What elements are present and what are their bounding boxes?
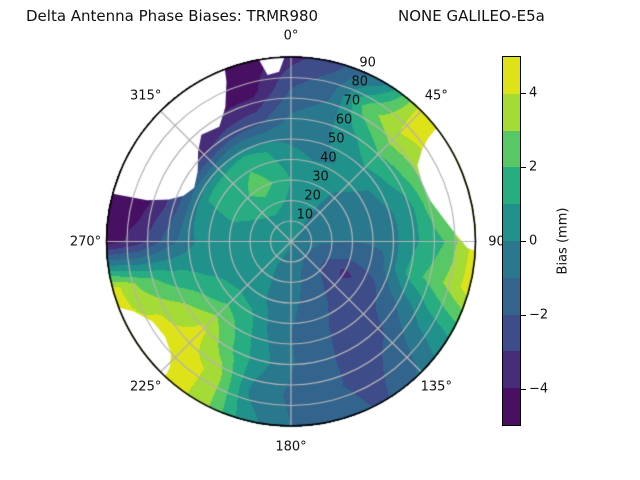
radial-tick-label-90: 90 [359, 55, 376, 71]
plot-title-station: Delta Antenna Phase Biases: TRMR980 [26, 7, 319, 25]
colorbar-tick-label: −2 [529, 307, 549, 323]
colorbar-tick-mark [521, 315, 526, 316]
plot-title-signal: NONE GALILEO-E5a [398, 7, 545, 25]
colorbar-tick-mark [521, 389, 526, 390]
azimuth-label-270: 270° [69, 234, 102, 249]
colorbar-band [503, 277, 520, 315]
radial-tick-label-10: 10 [296, 207, 314, 223]
colorbar-band [503, 240, 520, 278]
azimuth-label-225: 225° [130, 379, 162, 395]
colorbar [502, 56, 521, 426]
colorbar-band [503, 130, 520, 168]
colorbar-band [503, 57, 520, 94]
colorbar-band [503, 388, 520, 425]
azimuth-label-315: 315° [130, 88, 162, 104]
radial-tick-label-80: 80 [351, 74, 369, 90]
colorbar-tick-mark [521, 167, 526, 168]
colorbar-axis-label: Bias (mm) [555, 207, 571, 275]
azimuth-label-0: 0° [283, 28, 299, 44]
azimuth-label-45: 45° [424, 88, 448, 104]
azimuth-label-90: 90 [488, 234, 505, 249]
radial-tick-label-50: 50 [327, 131, 345, 147]
radial-tick-label-30: 30 [312, 169, 329, 185]
radial-tick-label-70: 70 [343, 93, 361, 109]
colorbar-band [503, 314, 520, 352]
radial-tick-label-20: 20 [304, 188, 321, 204]
azimuth-label-180: 180° [275, 439, 307, 455]
colorbar-tick-label: 0 [529, 233, 538, 249]
radial-tick-label-40: 40 [320, 150, 337, 166]
colorbar-tick-label: 4 [529, 85, 538, 101]
colorbar-band [503, 351, 520, 389]
colorbar-band [503, 204, 520, 241]
azimuth-label-135: 135° [420, 379, 452, 395]
colorbar-band [503, 93, 520, 131]
colorbar-tick-mark [521, 241, 526, 242]
colorbar-band [503, 167, 520, 205]
colorbar-tick-mark [521, 93, 526, 94]
colorbar-tick-label: −4 [529, 381, 549, 397]
radial-tick-label-60: 60 [335, 112, 353, 128]
colorbar-tick-label: 2 [529, 159, 538, 175]
